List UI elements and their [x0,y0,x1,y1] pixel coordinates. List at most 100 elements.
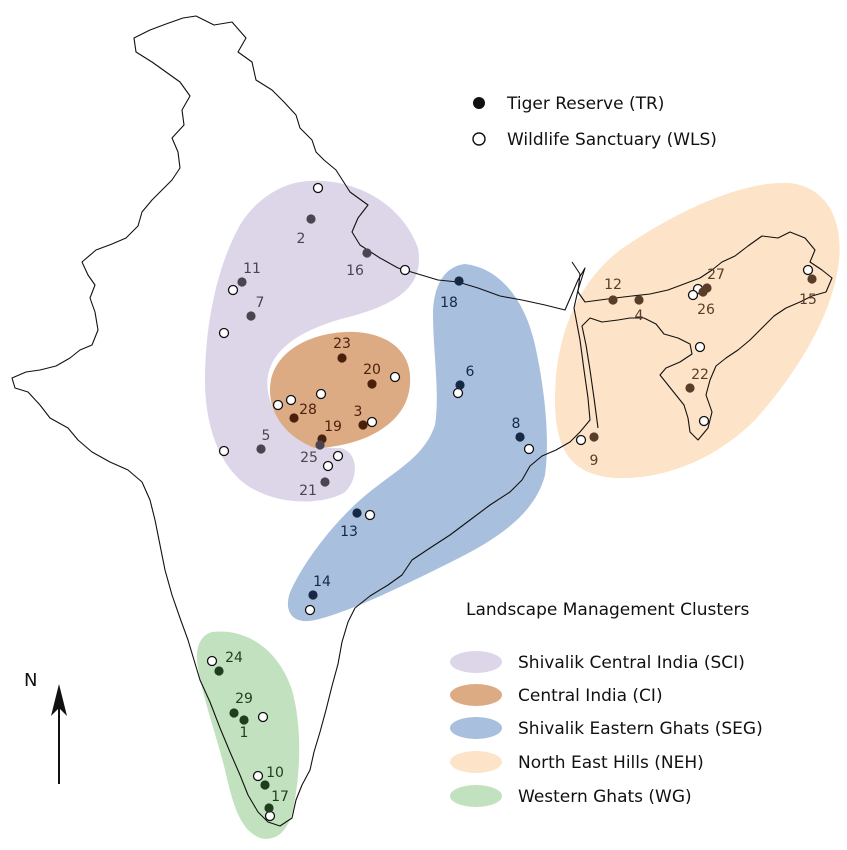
tiger-reserve-marker [358,420,368,430]
tiger-reserve-marker [315,440,325,450]
cluster-region-wg [196,631,300,839]
wildlife-sanctuary-legend-swatch [472,132,486,146]
tiger-reserve-label: 9 [590,453,599,469]
tiger-reserve-label: 3 [354,404,363,420]
tiger-reserve-marker [634,295,644,305]
tiger-reserve-marker [246,311,256,321]
wls-marker [399,264,411,276]
wls-marker [227,284,239,296]
tiger-reserve-label: 20 [363,362,381,378]
tiger-reserve-marker [685,383,695,393]
country-outline [11,15,833,827]
tiger-reserve-marker [362,248,372,258]
cluster-legend-label-seg: Shivalik Eastern Ghats (SEG) [518,719,763,739]
cluster-legend-label-wg: Western Ghats (WG) [518,787,692,807]
tiger-reserve-label: 4 [635,308,644,324]
tiger-reserve-label: 16 [346,263,364,279]
tiger-reserve-label: 1 [240,725,249,741]
tiger-reserve-marker [239,715,249,725]
tiger-reserve-label: 29 [235,691,253,707]
tiger-reserve-label: 2 [297,231,306,247]
tiger-reserve-label: 26 [697,302,715,318]
cluster-legend-title: Landscape Management Clusters [466,600,749,620]
tiger-reserve-marker [702,283,712,293]
tiger-reserve-label: 14 [313,574,331,590]
wls-marker [272,399,284,411]
tiger-reserve-marker [455,380,465,390]
tiger-reserve-label: 11 [243,261,261,277]
north-arrow: N [24,670,67,784]
tiger-reserve-label: 27 [707,267,725,283]
tiger-reserve-legend-swatch [473,97,485,109]
wls-marker [312,182,324,194]
tiger-reserve-label: 17 [271,789,289,805]
tiger-reserve-marker [320,477,330,487]
tiger-reserve-marker [454,276,464,286]
wls-marker [252,770,264,782]
cluster-legend: Landscape Management Clusters Shivalik C… [450,600,763,807]
india-mainland-outline [11,15,591,827]
wls-marker [322,460,334,472]
tiger-reserve-marker [367,379,377,389]
wls-marker [218,445,230,457]
cluster-region-sci [205,180,420,502]
tiger-reserve-marker [237,277,247,287]
tiger-reserve-marker [337,353,347,363]
wildlife-sanctuary-markers [206,182,814,822]
tiger-reserve-label: 12 [604,277,622,293]
tiger-reserve-label: 15 [799,292,817,308]
tiger-reserve-label: 13 [340,524,358,540]
tiger-reserve-marker [807,274,817,284]
tiger-reserve-label: 22 [691,367,709,383]
cluster-region-neh [555,182,840,479]
tiger-reserve-label: 19 [324,419,342,435]
tiger-reserve-marker [256,444,266,454]
tiger-reserve-marker [264,803,274,813]
tiger-reserve-marker [352,508,362,518]
northeast-outline [571,231,833,441]
wls-marker [694,341,706,353]
cluster-region-seg [287,264,547,622]
tiger-reserve-label: 23 [333,336,351,352]
wls-marker [257,711,269,723]
tiger-reserve-marker [306,214,316,224]
wildlife-sanctuary-legend-label: Wildlife Sanctuary (WLS) [507,130,717,150]
tiger-reserve-marker [260,780,270,790]
wls-marker [315,388,327,400]
tiger-reserve-label: 18 [440,295,458,311]
tiger-reserve-marker [608,295,618,305]
tiger-reserve-marker [589,432,599,442]
cluster-legend-swatch-neh [450,751,502,773]
wls-marker [523,443,535,455]
tiger-reserve-label: 25 [300,450,318,466]
north-arrow-icon [51,684,67,716]
wls-marker [332,450,344,462]
cluster-legend-swatch-sci [450,651,502,673]
cluster-legend-swatch-seg [450,717,502,739]
north-arrow-label: N [24,670,37,691]
wls-marker [304,604,316,616]
wls-marker [206,655,218,667]
tiger-reserve-label: 5 [262,428,271,444]
tiger-reserve-marker [289,413,299,423]
wls-marker [698,415,710,427]
tiger-reserve-label: 10 [266,765,284,781]
site-type-legend: Tiger Reserve (TR) Wildlife Sanctuary (W… [472,94,717,150]
tiger-reserve-marker [229,708,239,718]
tiger-reserve-label: 8 [512,416,521,432]
cluster-legend-swatch-ci [450,684,502,706]
wls-marker [264,810,276,822]
tiger-reserve-label: 28 [299,402,317,418]
tiger-reserve-markers: 1234567891011121314151617181920212223242… [214,214,817,813]
cluster-legend-swatch-wg [450,785,502,807]
wls-marker [452,387,464,399]
wls-marker [802,264,814,276]
tiger-reserve-marker [515,432,525,442]
cluster-legend-label-neh: North East Hills (NEH) [518,753,704,773]
cluster-regions [196,180,840,839]
cluster-legend-label-sci: Shivalik Central India (SCI) [518,653,745,673]
wls-marker [218,327,230,339]
tiger-reserve-label: 7 [256,295,265,311]
wls-marker [285,394,297,406]
